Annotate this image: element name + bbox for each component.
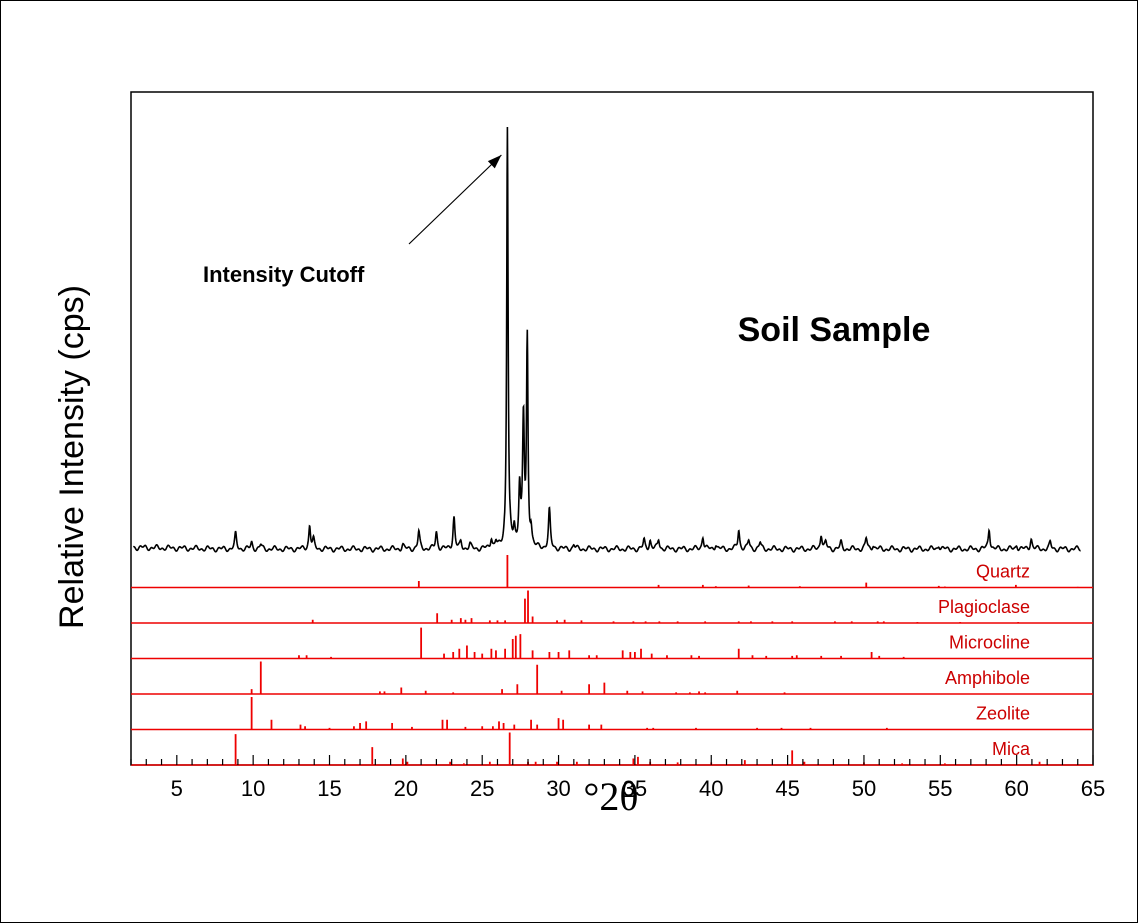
x-tick-label: 45 [775,776,799,801]
xrd-trace-line [133,126,1081,553]
x-tick-label: 35 [623,776,647,801]
phase-label-mica: Mica [992,739,1031,759]
x-tick-label: 40 [699,776,723,801]
annotation-arrow [408,154,502,245]
x-tick-label: 20 [394,776,418,801]
x-tick-label: 60 [1004,776,1028,801]
phase-label-zeolite: Zeolite [976,704,1030,724]
y-axis-label: Relative Intensity (cps) [53,285,91,629]
x-tick-label: 65 [1081,776,1105,801]
phase-label-amphibole: Amphibole [945,668,1030,688]
x-tick-label: 5 [171,776,183,801]
phase-label-plagioclase: Plagioclase [938,597,1030,617]
x-tick-label: 25 [470,776,494,801]
x-tick-label: 15 [317,776,341,801]
x-axis-label: °2θ [583,774,638,819]
x-tick-label: 30 [546,776,570,801]
phase-label-microcline: Microcline [949,633,1030,653]
x-tick-label: 10 [241,776,265,801]
intensity-cutoff-annotation: Intensity Cutoff [203,262,365,287]
annotation-arrowhead [487,155,502,169]
chart-title: Soil Sample [738,311,931,349]
phase-label-quartz: Quartz [976,562,1030,582]
x-tick-label: 55 [928,776,952,801]
plot-area [130,91,1094,766]
x-tick-label: 50 [852,776,876,801]
